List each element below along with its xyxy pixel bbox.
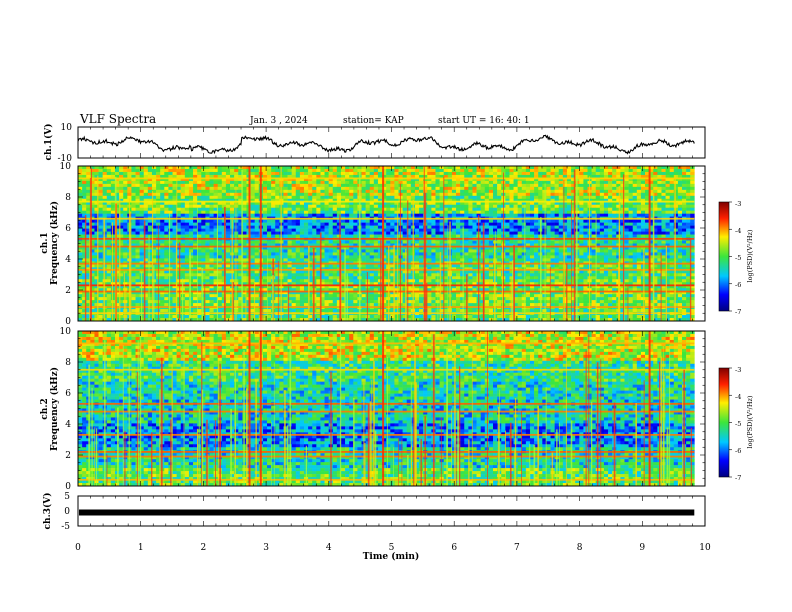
- frequency-ticklabel: 2: [65, 286, 71, 296]
- ch1-ytick-top: 10: [61, 123, 73, 133]
- ch1-ytick-bottom: -10: [58, 154, 73, 164]
- ch2-spectrogram-ylabel-frequency: Frequency (kHz): [49, 367, 60, 451]
- time-ticklabel: 10: [699, 543, 711, 553]
- ch1-colorbar-tick: -3: [735, 200, 741, 208]
- time-ticklabel: 0: [75, 543, 81, 553]
- frequency-ticklabel: 10: [60, 327, 72, 337]
- ch2-colorbar-scale: [718, 367, 730, 478]
- ch3-ytick-top: 5: [64, 492, 70, 502]
- time-ticklabel: 1: [138, 543, 144, 553]
- ch1-colorbar-scale: [718, 201, 730, 312]
- frequency-ticklabel: 10: [60, 162, 72, 172]
- figure-title: VLF Spectra: [79, 112, 156, 126]
- ch3-waveform-ylabel: ch.3(V): [42, 493, 53, 530]
- ch1-colorbar-label: log(PSD)(V²/Hz): [746, 229, 754, 282]
- ch1-frequency-ticklabels: 0 2 4 6 8 10: [60, 162, 72, 327]
- station-label: station= KAP: [343, 116, 404, 126]
- start-time-label: start UT = 16: 40: 1: [438, 116, 530, 126]
- ch3-ytick-bottom: -5: [61, 522, 70, 532]
- ch3-waveform-panel: 5 0 -5 ch.3(V): [42, 492, 706, 532]
- ch1-colorbar-tick: -7: [735, 308, 741, 316]
- time-ticklabel: 3: [263, 543, 269, 553]
- frequency-ticklabel: 2: [65, 451, 71, 461]
- frequency-ticklabel: 8: [65, 193, 71, 203]
- ch2-spectrogram-ylabel-channel: ch.2: [40, 398, 50, 419]
- time-tick-marks: [77, 127, 706, 526]
- ch1-colorbar-tick: -5: [735, 254, 741, 262]
- ch2-spectrogram-panel: 0 2 4 6 8 10 ch.2 Frequency (kHz) -3 -4 -5 -6…: [40, 327, 754, 492]
- ch1-waveform-panel: 10 -10 ch.1(V): [43, 123, 706, 164]
- ch1-spectrogram-panel: 0 2 4 6 8 10 ch.1 Frequency (kHz) -3 -4 -5 -6…: [40, 162, 754, 327]
- time-ticklabel: 9: [639, 543, 645, 553]
- ch2-colorbar-tick: -5: [735, 420, 741, 428]
- ch2-colorbar-label: log(PSD)(V²/Hz): [746, 395, 754, 448]
- date-label: Jan. 3 , 2024: [249, 116, 308, 126]
- ch2-colorbar-tick: -3: [735, 366, 741, 374]
- ch3-ytick-zero: 0: [64, 507, 70, 517]
- ch2-colorbar: -3 -4 -5 -6 -7 log(PSD)(V²/Hz): [718, 366, 754, 482]
- time-ticklabel: 7: [514, 543, 520, 553]
- figure-header: VLF Spectra Jan. 3 , 2024 station= KAP s…: [79, 112, 530, 126]
- ch2-frequency-ticklabels: 0 2 4 6 8 10: [60, 327, 72, 492]
- ch1-spectrogram-image: [78, 166, 695, 322]
- time-axis: 0 1 2 3 4 5 6 7 8 9 10 Time (min): [75, 543, 711, 562]
- frequency-ticklabel: 8: [65, 358, 71, 368]
- ch1-spectrogram-ylabel-frequency: Frequency (kHz): [49, 201, 60, 285]
- ch1-spectrogram-ylabel-channel: ch.1: [40, 232, 50, 253]
- time-ticklabel: 6: [451, 543, 457, 553]
- ch1-waveform-trace: [77, 134, 695, 155]
- frequency-ticklabel: 4: [65, 255, 71, 265]
- frequency-ticklabel: 0: [65, 317, 71, 327]
- time-ticklabel: 8: [577, 543, 583, 553]
- ch1-colorbar-tick: -6: [735, 281, 741, 289]
- time-ticklabel: 5: [389, 543, 395, 553]
- ch1-waveform-ylabel: ch.1(V): [43, 124, 54, 161]
- ch1-colorbar-tick: -4: [735, 227, 741, 235]
- ch2-colorbar-tick: -4: [735, 393, 741, 401]
- time-ticklabel: 4: [326, 543, 332, 553]
- ch2-spectrogram-image: [78, 331, 695, 487]
- ch3-waveform-trace: [79, 509, 695, 516]
- ch1-colorbar: -3 -4 -5 -6 -7 log(PSD)(V²/Hz): [718, 200, 754, 316]
- frequency-ticklabel: 6: [65, 389, 71, 399]
- time-axis-label: Time (min): [363, 551, 420, 562]
- frequency-ticklabel: 4: [65, 420, 71, 430]
- time-ticklabel: 2: [201, 543, 207, 553]
- frequency-ticklabel: 0: [65, 482, 71, 492]
- ch2-colorbar-tick: -7: [735, 474, 741, 482]
- ch2-colorbar-tick: -6: [735, 447, 741, 455]
- frequency-ticklabel: 6: [65, 224, 71, 234]
